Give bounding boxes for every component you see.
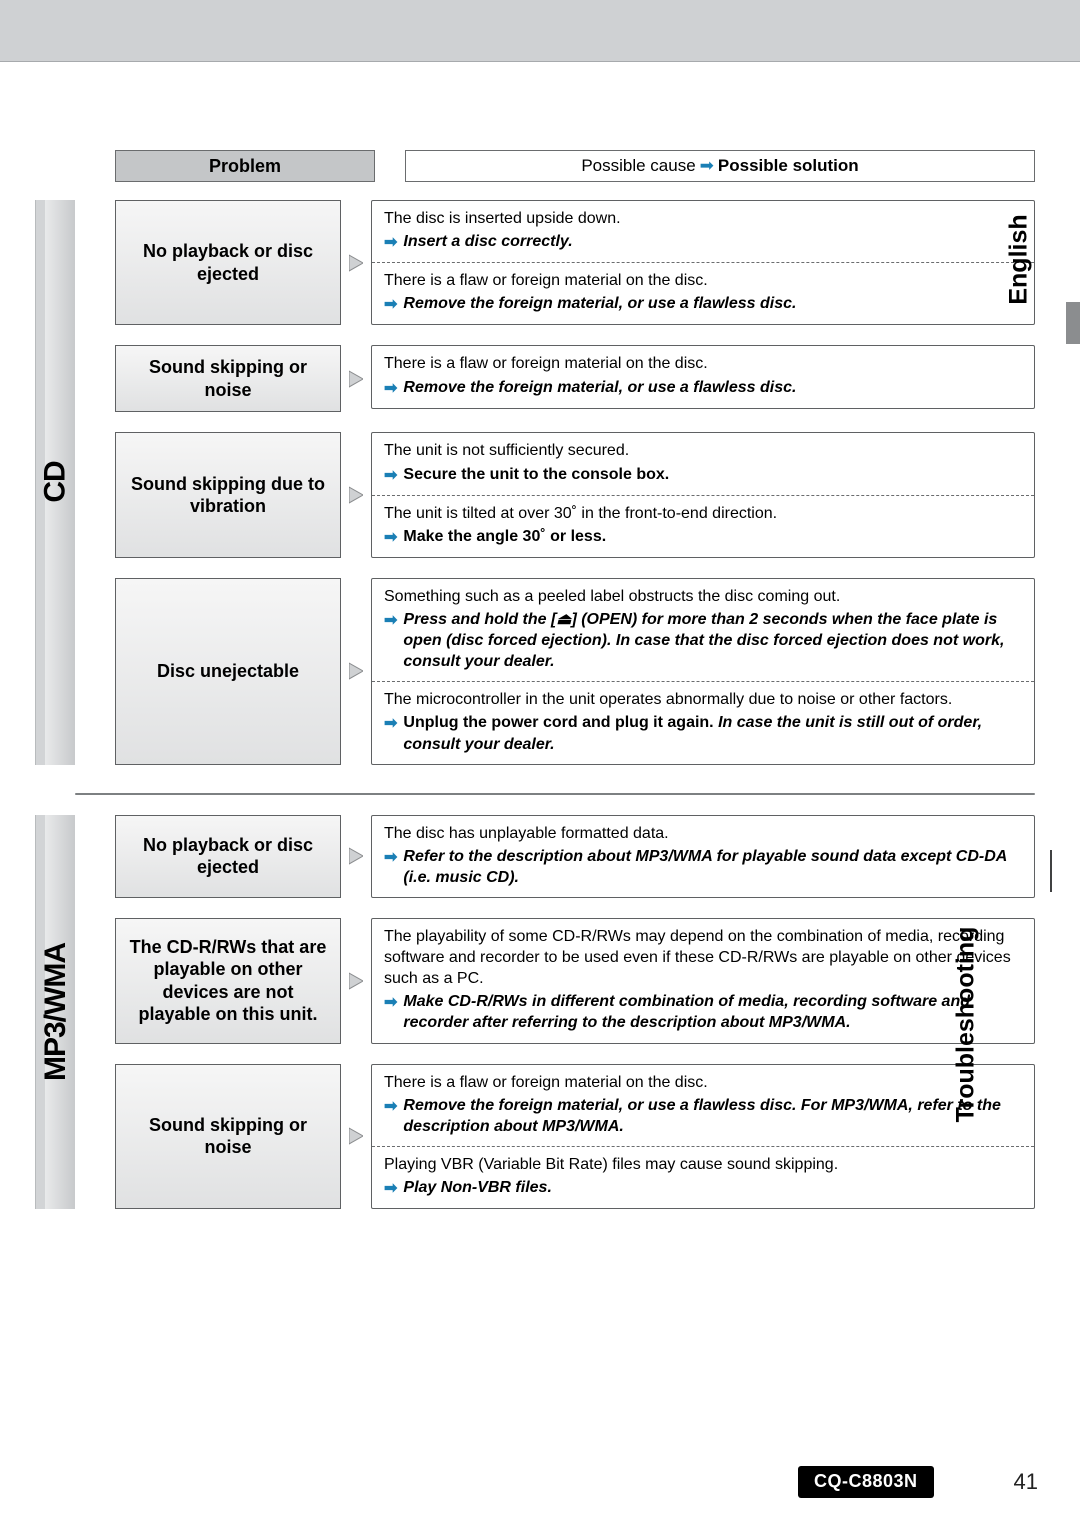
problem-text: The CD-R/RWs that are playable on other … (124, 936, 332, 1026)
problem-text: No playback or disc ejected (124, 834, 332, 879)
solutions: The disc has unplayable formatted data. … (371, 815, 1035, 898)
connector-arrow-icon (349, 432, 363, 557)
table-row: The CD-R/RWs that are playable on other … (115, 918, 1035, 1044)
side-tab-mp3: MP3/WMA (35, 815, 75, 1209)
connector-arrow-icon (349, 1064, 363, 1210)
table-row: No playback or disc ejected The disc is … (115, 200, 1035, 325)
table-row: No playback or disc ejected The disc has… (115, 815, 1035, 898)
fix-text: Insert a disc correctly. (403, 231, 572, 253)
arrow-right-icon: ➡ (384, 610, 397, 672)
arrow-right-icon: ➡ (384, 1096, 397, 1137)
fix-text: Unplug the power cord and plug it again.… (403, 712, 1022, 754)
cause-text: The unit is tilted at over 30˚ in the fr… (384, 503, 1022, 524)
solutions: The playability of some CD-R/RWs may dep… (371, 918, 1035, 1044)
cause-text: There is a flaw or foreign material on t… (384, 353, 1022, 374)
solutions: The unit is not sufficiently secured. ➡ S… (371, 432, 1035, 557)
table-row: Sound skipping or noise There is a flaw … (115, 1064, 1035, 1210)
arrow-right-icon: ➡ (384, 1178, 397, 1199)
cause-text: There is a flaw or foreign material on t… (384, 270, 1022, 291)
fix-text: Make CD-R/RWs in different combination o… (403, 991, 1022, 1033)
table-row: Disc unejectable Something such as a pee… (115, 578, 1035, 765)
arrow-right-icon: ➡ (384, 294, 397, 315)
cause-text: There is a flaw or foreign material on t… (384, 1072, 1022, 1093)
side-tab-cd-label: CD (39, 462, 73, 503)
section-label: Troubleshooting (952, 927, 981, 1123)
arrow-right-icon: ➡ (384, 992, 397, 1033)
problem-box: Sound skipping due to vibration (115, 432, 341, 557)
fix-text: Press and hold the [⏏] (OPEN) for more t… (403, 609, 1022, 672)
problem-text: No playback or disc ejected (124, 240, 332, 285)
language-label: English (1004, 214, 1033, 304)
table-row: Sound skipping due to vibration The unit… (115, 432, 1035, 557)
cause-text: Playing VBR (Variable Bit Rate) files ma… (384, 1154, 1022, 1175)
connector-arrow-icon (349, 918, 363, 1044)
arrow-right-icon: ➡ (384, 527, 397, 548)
section-cd: CD No playback or disc ejected The disc … (35, 200, 1035, 765)
cd-rows: No playback or disc ejected The disc is … (75, 200, 1035, 765)
mp3-rows: No playback or disc ejected The disc has… (75, 815, 1035, 1209)
arrow-right-icon: ➡ (384, 378, 397, 399)
fix-text: Remove the foreign material, or use a fl… (403, 377, 796, 399)
section-mp3wma: MP3/WMA No playback or disc ejected The … (35, 815, 1035, 1209)
side-tab-mp3-label: MP3/WMA (39, 943, 73, 1081)
section-divider (75, 793, 1035, 795)
problem-box: No playback or disc ejected (115, 200, 341, 325)
header-solution-cell: Possible cause ➡ Possible solution (405, 150, 1035, 182)
header-cause-label: Possible cause (581, 156, 695, 176)
arrow-right-icon: ➡ (384, 465, 397, 486)
arrow-right-icon: ➡ (700, 156, 714, 176)
fix-text: Secure the unit to the console box. (403, 464, 669, 486)
cause-text: The disc is inserted upside down. (384, 208, 1022, 229)
english-indicator-bar (1066, 302, 1080, 344)
troubleshooting-divider (1050, 850, 1052, 892)
cause-text: The disc has unplayable formatted data. (384, 823, 1022, 844)
arrow-right-icon: ➡ (384, 713, 397, 754)
fix-plain: Unplug the power cord and plug it again. (403, 714, 718, 731)
page-number: 41 (1014, 1469, 1038, 1495)
table-row: Sound skipping or noise There is a flaw … (115, 345, 1035, 412)
problem-box: Disc unejectable (115, 578, 341, 765)
fix-text: Refer to the description about MP3/WMA f… (403, 846, 1022, 888)
connector-arrow-icon (349, 345, 363, 412)
fix-text: Make the angle 30˚ or less. (403, 526, 606, 548)
solutions: There is a flaw or foreign material on t… (371, 1064, 1035, 1210)
solutions: The disc is inserted upside down. ➡ Inser… (371, 200, 1035, 325)
page-content: Problem Possible cause ➡ Possible soluti… (35, 150, 1035, 1237)
side-tab-cd: CD (35, 200, 75, 765)
fix-text: Play Non-VBR files. (403, 1177, 551, 1199)
problem-box: Sound skipping or noise (115, 1064, 341, 1210)
page-footer: CQ-C8803N 41 (798, 1466, 1038, 1498)
problem-text: Disc unejectable (157, 660, 299, 683)
problem-box: Sound skipping or noise (115, 345, 341, 412)
problem-box: The CD-R/RWs that are playable on other … (115, 918, 341, 1044)
problem-text: Sound skipping or noise (124, 356, 332, 401)
connector-arrow-icon (349, 815, 363, 898)
model-badge: CQ-C8803N (798, 1466, 934, 1498)
cause-text: The unit is not sufficiently secured. (384, 440, 1022, 461)
arrow-right-icon: ➡ (384, 232, 397, 253)
solutions: Something such as a peeled label obstruc… (371, 578, 1035, 765)
problem-box: No playback or disc ejected (115, 815, 341, 898)
cause-text: The playability of some CD-R/RWs may dep… (384, 926, 1022, 989)
cause-text: Something such as a peeled label obstruc… (384, 586, 1022, 607)
problem-text: Sound skipping or noise (124, 1114, 332, 1159)
fix-text: Remove the foreign material, or use a fl… (403, 1095, 1022, 1137)
connector-arrow-icon (349, 200, 363, 325)
arrow-right-icon: ➡ (384, 847, 397, 888)
header-problem-cell: Problem (115, 150, 375, 182)
cause-text: The microcontroller in the unit operates… (384, 689, 1022, 710)
connector-arrow-icon (349, 578, 363, 765)
table-header: Problem Possible cause ➡ Possible soluti… (115, 150, 1035, 182)
fix-text: Remove the foreign material, or use a fl… (403, 293, 796, 315)
problem-text: Sound skipping due to vibration (124, 473, 332, 518)
solutions: There is a flaw or foreign material on t… (371, 345, 1035, 412)
header-problem-label: Problem (209, 156, 281, 177)
header-solution-label: Possible solution (718, 156, 859, 176)
top-grey-bar (0, 0, 1080, 62)
